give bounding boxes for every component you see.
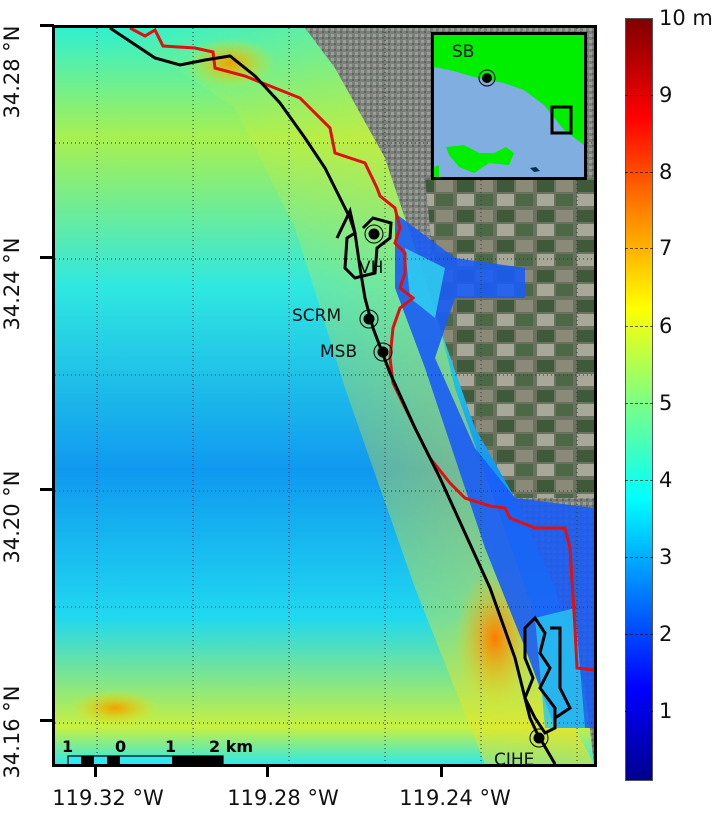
site-marker-vh bbox=[364, 224, 384, 244]
colorbar-label-2: 2 bbox=[659, 622, 673, 646]
scale-label-2km: 2 km bbox=[209, 737, 254, 756]
colorbar-label-4: 4 bbox=[659, 468, 673, 492]
site-label-cihe: CIHE bbox=[494, 750, 535, 770]
site-marker-scrm bbox=[359, 309, 379, 329]
colorbar-tick bbox=[625, 711, 653, 712]
y-axis-label-34-24: 34.24 °N bbox=[0, 237, 24, 331]
map-panel: SB bbox=[52, 25, 597, 767]
colorbar-label-5: 5 bbox=[659, 391, 673, 415]
site-marker-cihe bbox=[529, 728, 549, 748]
site-label-vh: VH bbox=[359, 258, 384, 278]
colorbar-tick bbox=[625, 326, 653, 327]
colorbar bbox=[625, 18, 653, 781]
inset-label-sb: SB bbox=[452, 42, 475, 62]
x-axis-label-119-32: 119.32 °W bbox=[52, 786, 164, 810]
site-label-msb: MSB bbox=[320, 342, 358, 362]
scale-label-1-left: 1 bbox=[62, 737, 74, 756]
colorbar-label-7: 7 bbox=[659, 236, 673, 260]
grid-lines bbox=[55, 28, 594, 764]
site-label-scrm: SCRM bbox=[292, 306, 342, 326]
inset-map: SB bbox=[431, 32, 587, 180]
colorbar-tick bbox=[625, 248, 653, 249]
y-axis-label-34-28: 34.28 °N bbox=[0, 25, 24, 119]
inundation-extent-line bbox=[129, 28, 594, 672]
colorbar-label-3: 3 bbox=[659, 545, 673, 569]
colorbar-tick bbox=[625, 172, 653, 173]
colorbar-label-6: 6 bbox=[659, 314, 673, 338]
colorbar-label-1: 1 bbox=[659, 699, 673, 723]
colorbar-label-10m: 10 m bbox=[659, 6, 713, 30]
y-tick bbox=[40, 24, 54, 27]
scale-label-1-right: 1 bbox=[165, 737, 177, 756]
colorbar-tick bbox=[625, 480, 653, 481]
x-tick bbox=[94, 765, 97, 777]
site-marker-msb bbox=[373, 342, 393, 362]
y-tick bbox=[40, 488, 54, 491]
coastline-line bbox=[109, 28, 557, 764]
y-tick bbox=[40, 256, 54, 259]
colorbar-tick bbox=[625, 634, 653, 635]
scale-bar bbox=[67, 755, 224, 764]
x-tick bbox=[440, 765, 443, 777]
y-tick bbox=[40, 719, 54, 722]
colorbar-label-9: 9 bbox=[659, 83, 673, 107]
x-axis-label-119-24: 119.24 °W bbox=[399, 786, 511, 810]
colorbar-tick bbox=[625, 95, 653, 96]
x-tick bbox=[266, 765, 269, 777]
colorbar-label-8: 8 bbox=[659, 160, 673, 184]
y-axis-label-34-16: 34.16 °N bbox=[0, 685, 24, 779]
colorbar-tick bbox=[625, 403, 653, 404]
x-axis-label-119-28: 119.28 °W bbox=[227, 786, 339, 810]
scale-label-0: 0 bbox=[115, 737, 127, 756]
y-axis-label-34-20: 34.20 °N bbox=[0, 470, 24, 564]
colorbar-tick bbox=[625, 557, 653, 558]
